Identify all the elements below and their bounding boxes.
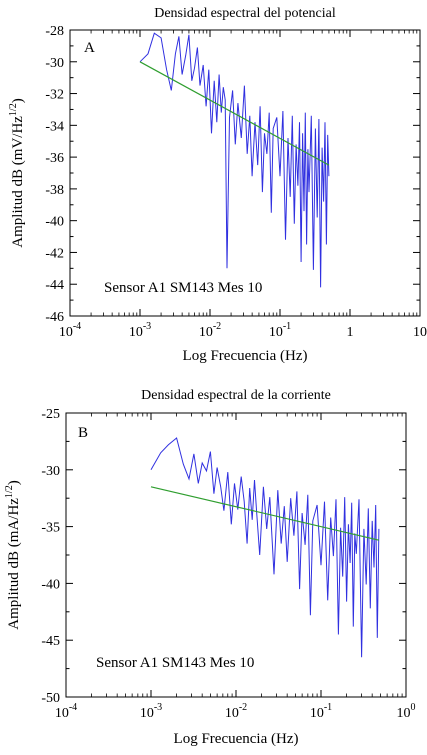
sensor-annotation: Sensor A1 SM143 Mes 10 [96,655,254,671]
y-tick-label: -44 [45,278,64,293]
x-tick-label: 10-3 [129,321,151,340]
y-tick-label: -35 [41,521,60,536]
x-tick-label: 10-2 [225,702,247,721]
spectrum-line [150,437,380,658]
x-tick-label: 10-1 [310,702,332,721]
panel-letter: B [78,425,88,441]
panel-letter: A [84,40,95,56]
y-tick-label: -38 [45,183,64,198]
y-tick-label: -30 [41,464,60,479]
x-tick-label: 1 [347,325,354,340]
y-tick-label: -28 [45,24,64,39]
y-axis-label: Amplitud dB (mA/Hz1/2) [4,480,22,629]
y-tick-label: -42 [45,246,64,261]
plot-frame [69,29,421,317]
chart-title: Densidad espectral de la corriente [141,388,331,403]
x-tick-label: 10-3 [140,702,162,721]
y-axis-label: Amplitud dB (mV/Hz1/2) [8,98,26,247]
trend-line [150,486,380,541]
y-tick-label: -30 [45,56,64,71]
x-axis-label: Log Frecuencia (Hz) [174,731,299,747]
chart-a: Densidad espectral del potencial 10-4 10-3… [0,0,427,375]
x-tick-label: 100 [397,702,416,721]
y-tick-label: -34 [45,119,64,134]
sensor-annotation: Sensor A1 SM143 Mes 10 [104,280,262,296]
x-tick-label: 10-2 [199,321,221,340]
y-tick-label: -32 [45,88,64,103]
x-tick-label: 10-1 [269,321,291,340]
chart-title: Densidad espectral del potencial [154,6,336,21]
y-tick-label: -36 [45,151,64,166]
x-axis-label: Log Frecuencia (Hz) [183,348,308,364]
y-tick-label: -45 [41,634,60,649]
x-tick-label: 10 [413,325,427,340]
y-tick-label: -40 [45,215,64,230]
spectrum-line [139,32,330,288]
chart-b: Densidad espectral de la corriente 10-4 10… [0,375,427,750]
trend-line [139,61,330,166]
y-tick-label: -25 [41,407,60,422]
y-tick-label: -46 [45,310,64,325]
y-tick-label: -50 [41,691,60,706]
y-tick-label: -40 [41,577,60,592]
